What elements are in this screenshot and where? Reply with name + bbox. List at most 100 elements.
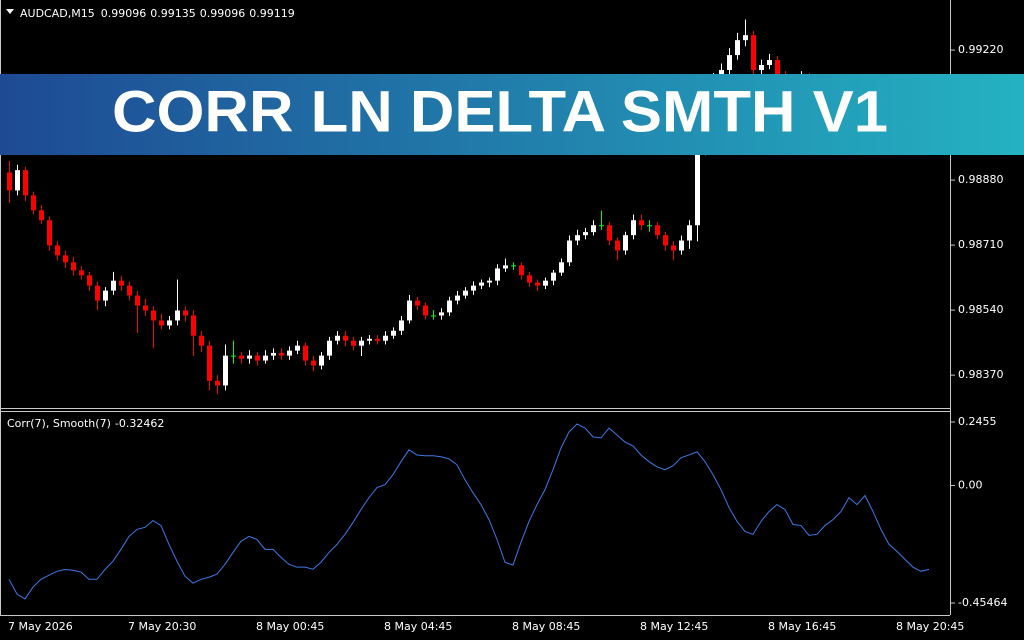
candle-body (543, 280, 548, 286)
y-tick-label: 0.98710 (958, 238, 1004, 251)
candle-body (263, 355, 268, 361)
candle-body (415, 300, 420, 306)
candle-body (183, 310, 188, 316)
candle-body (407, 300, 412, 321)
chart-title: CORR LN DELTA SMTH V1 (112, 79, 888, 144)
candle-body (447, 300, 452, 313)
candle-body (55, 245, 60, 256)
candle-body (327, 340, 332, 356)
candle-body (255, 355, 260, 361)
candle-body (431, 315, 436, 317)
labels: AUDCAD,M15 0.99096 0.99135 0.99096 0.99119 C… (6, 7, 1007, 633)
high-value: 0.99135 (150, 7, 196, 20)
candle-body (287, 350, 292, 356)
candle-body (359, 340, 364, 346)
candle-body (495, 268, 500, 281)
candle-body (463, 290, 468, 296)
candle-body (775, 60, 780, 75)
candle-body (191, 315, 196, 336)
candle-body (671, 245, 676, 251)
symbol: AUDCAD,M15 (20, 7, 95, 20)
menu-triangle (6, 9, 14, 14)
candle-body (695, 150, 700, 226)
candle-body (95, 285, 100, 301)
candle-body (311, 360, 316, 366)
candle-body (175, 310, 180, 321)
indicator-y-tick-label: -0.45464 (958, 596, 1007, 609)
candle-body (127, 285, 132, 296)
candle-body (727, 55, 732, 70)
candle-body (471, 285, 476, 291)
banner: CORR LN DELTA SMTH V1 (0, 74, 1024, 155)
candle-body (383, 335, 388, 341)
close-value: 0.99119 (249, 7, 295, 20)
x-tick-label: 8 May 20:45 (896, 620, 964, 633)
candle-body (439, 312, 444, 316)
candle-body (519, 265, 524, 276)
indicator-value: -0.32462 (115, 417, 164, 430)
candle-body (503, 265, 508, 269)
symbol-header: AUDCAD,M15 0.99096 0.99135 0.99096 0.99119 (20, 7, 295, 20)
candle-body (167, 320, 172, 326)
candle-body (615, 240, 620, 251)
candle-body (767, 60, 772, 66)
y-tick-label: 0.98540 (958, 303, 1004, 316)
x-tick-label: 8 May 04:45 (384, 620, 452, 633)
candle-body (607, 225, 612, 241)
candle-body (631, 220, 636, 236)
candle-body (151, 310, 156, 321)
candle-body (39, 210, 44, 221)
low-value: 0.99096 (200, 7, 246, 20)
candle-body (343, 335, 348, 341)
candle-body (143, 305, 148, 311)
candle-body (367, 338, 372, 341)
candle-body (751, 35, 756, 70)
candle-body (159, 320, 164, 326)
indicator-y-tick-label: 0.00 (958, 478, 983, 491)
indicator-header: Corr(7), Smooth(7) -0.32462 (7, 417, 164, 430)
x-tick-label: 8 May 08:45 (512, 620, 580, 633)
candle-body (583, 232, 588, 236)
y-tick-label: 0.98370 (958, 368, 1004, 381)
candle-body (743, 35, 748, 41)
x-tick-label: 7 May 2026 (8, 620, 73, 633)
candle-body (575, 235, 580, 241)
candle-body (15, 170, 20, 191)
candle-body (663, 235, 668, 246)
candle-body (423, 305, 428, 316)
candle-body (231, 355, 236, 357)
y-tick-label: 0.99220 (958, 43, 1004, 56)
candle-body (103, 290, 108, 301)
candle-body (375, 338, 380, 341)
candle-body (295, 345, 300, 351)
candle-body (319, 355, 324, 366)
candle-body (623, 235, 628, 251)
candle-body (119, 280, 124, 286)
banner-background (0, 74, 1024, 155)
candle-body (399, 320, 404, 331)
candle-body (351, 340, 356, 346)
candle-body (647, 225, 652, 227)
candle-body (335, 335, 340, 341)
candle-body (655, 225, 660, 236)
candle-body (535, 282, 540, 286)
candle-body (391, 330, 396, 336)
candle-body (599, 225, 604, 227)
candle-body (87, 275, 92, 286)
candle-body (591, 225, 596, 233)
candle-body (487, 280, 492, 283)
candle-body (279, 352, 284, 356)
candle-body (527, 275, 532, 283)
candle-body (199, 335, 204, 346)
candle-body (679, 240, 684, 251)
candle-body (559, 262, 564, 273)
candle-body (567, 240, 572, 263)
candle-body (511, 265, 516, 267)
candle-body (111, 280, 116, 291)
x-tick-label: 8 May 12:45 (640, 620, 708, 633)
candle-body (479, 282, 484, 286)
candle-body (687, 225, 692, 241)
y-tick-label: 0.98880 (958, 173, 1004, 186)
